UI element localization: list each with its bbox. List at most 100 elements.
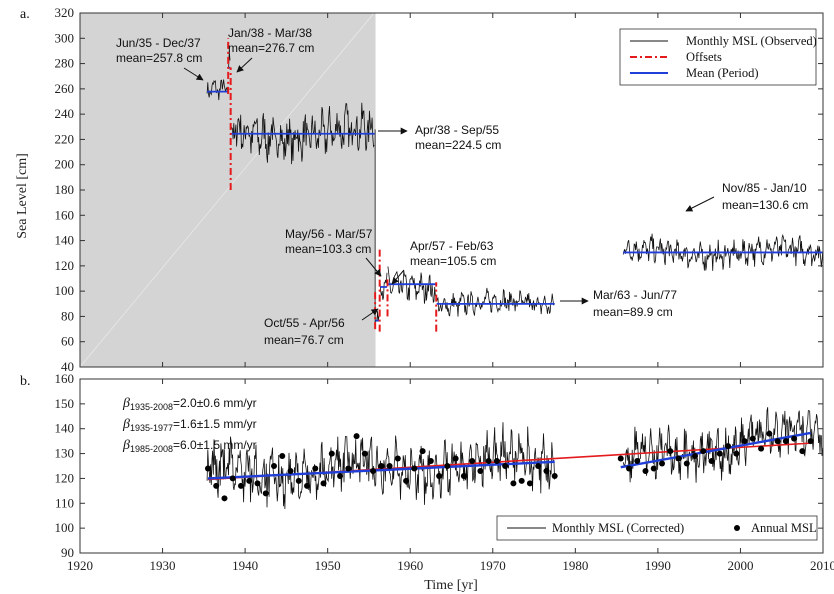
annual-msl-point bbox=[741, 438, 748, 445]
annual-msl-point bbox=[774, 438, 781, 445]
annual-msl-point bbox=[279, 453, 286, 460]
annual-msl-point bbox=[271, 463, 278, 469]
panel-a: 40 60 80 100 120 140 160 180 200 220 240 260 280 300 3… bbox=[15, 5, 824, 374]
annual-msl-point bbox=[213, 482, 220, 489]
panel-b-y-tick-label: 100 bbox=[55, 520, 75, 535]
panel-a-legend-box bbox=[619, 28, 817, 86]
panel-a-y-tick-label: 40 bbox=[61, 359, 74, 374]
annotation-2-mean: mean=276.7 cm bbox=[228, 41, 314, 55]
annual-msl-point bbox=[477, 467, 484, 474]
annotation-8-arrow bbox=[685, 196, 715, 212]
annual-msl-point bbox=[716, 450, 723, 457]
annual-msl-point bbox=[452, 455, 459, 462]
panel-b-y-tick-label: 160 bbox=[55, 371, 75, 386]
panel-a-y-tick-label: 240 bbox=[55, 106, 75, 121]
panel-a-y-tick-label: 300 bbox=[55, 30, 75, 45]
panel-b-x-tick-label: 1960 bbox=[397, 558, 423, 573]
panel-b: 90 100 110 120 130 140 150 160 1920 1930 1940 1950… bbox=[20, 371, 834, 593]
panel-b-x-tick-label: 1930 bbox=[150, 558, 176, 573]
beta-symbol-2: β bbox=[122, 417, 130, 432]
legend-label-mean: Mean (Period) bbox=[686, 66, 759, 80]
panel-b-y-ticks: 90 100 110 120 130 140 150 160 bbox=[55, 371, 823, 560]
annual-msl-point bbox=[510, 480, 517, 487]
annual-msl-point bbox=[295, 477, 302, 484]
annual-msl-point bbox=[725, 443, 732, 450]
panel-b-y-tick-label: 140 bbox=[55, 421, 75, 436]
annotation-1-range: Jun/35 - Dec/37 bbox=[116, 36, 201, 50]
annual-msl-point bbox=[782, 438, 789, 445]
annual-msl-point bbox=[659, 460, 666, 467]
annual-msl-point bbox=[535, 463, 542, 469]
annual-msl-point bbox=[526, 480, 533, 487]
annual-msl-point bbox=[799, 448, 806, 455]
panel-a-y-ticks: 40 60 80 100 120 140 160 180 200 220 240 260 280 300 3… bbox=[55, 5, 824, 374]
annual-msl-point bbox=[337, 472, 344, 479]
annual-msl-point bbox=[460, 472, 467, 479]
panel-b-x-tick-label: 1980 bbox=[562, 558, 588, 573]
legend-label-corrected: Monthly MSL (Corrected) bbox=[552, 521, 684, 535]
annual-msl-point bbox=[427, 458, 434, 465]
panel-a-y-tick-label: 180 bbox=[55, 182, 75, 197]
trend-rate-1: =2.0±0.6 mm/yr bbox=[173, 396, 257, 410]
legend-label-observed: Monthly MSL (Observed) bbox=[686, 34, 817, 48]
annotation-4-arrow bbox=[365, 257, 382, 277]
annual-msl-point bbox=[370, 467, 377, 474]
annual-msl-point bbox=[551, 472, 558, 479]
annual-msl-point bbox=[700, 448, 707, 455]
panel-a-label: a. bbox=[20, 7, 30, 22]
annual-msl-point bbox=[642, 467, 649, 474]
annual-msl-point bbox=[221, 495, 228, 502]
annotation-1-mean: mean=257.8 cm bbox=[116, 51, 202, 65]
annotation-1-arrow bbox=[183, 67, 204, 81]
annual-msl-point bbox=[692, 453, 699, 460]
annual-msl-point bbox=[766, 430, 773, 437]
annual-msl-point bbox=[403, 477, 410, 484]
trend-label-3: β1985-2008=6.0±1.5 mm/yr bbox=[122, 438, 257, 454]
annual-msl-point bbox=[237, 482, 244, 489]
annual-msl-point bbox=[246, 477, 253, 484]
annotation-7-mean: mean=89.9 cm bbox=[593, 305, 673, 319]
beta-symbol-1: β bbox=[122, 396, 130, 411]
panel-b-y-tick-label: 120 bbox=[55, 470, 75, 485]
panel-a-legend: Monthly MSL (Observed) Offsets Mean (Per… bbox=[619, 28, 817, 86]
annual-msl-point bbox=[394, 455, 401, 462]
panel-b-label: b. bbox=[20, 374, 31, 389]
annual-msl-point bbox=[262, 490, 269, 497]
annual-msl-point bbox=[328, 450, 335, 457]
panel-b-x-tick-label: 1990 bbox=[645, 558, 671, 573]
trend-sub-2: 1935-1977 bbox=[130, 423, 173, 433]
annotations: Jun/35 - Dec/37 mean=257.8 cm Jan/38 - M… bbox=[116, 26, 808, 347]
annual-msl-point bbox=[667, 448, 674, 455]
annual-msl-point bbox=[419, 448, 426, 455]
annual-msl-point bbox=[791, 435, 798, 442]
panel-a-y-tick-label: 120 bbox=[55, 258, 75, 273]
annotation-2-arrow bbox=[236, 57, 253, 73]
legend-label-annual: Annual MSL bbox=[751, 521, 817, 535]
legend-swatch-annual bbox=[734, 525, 740, 531]
panel-a-y-axis-label: Sea Level [cm] bbox=[15, 153, 30, 239]
panel-b-legend-box bbox=[496, 515, 818, 541]
panel-b-y-tick-label: 130 bbox=[55, 446, 75, 461]
annotation-7-range: Mar/63 - Jun/77 bbox=[593, 288, 677, 302]
annual-msl-point bbox=[436, 472, 443, 479]
observed-series-segment-7 bbox=[436, 287, 555, 317]
annual-msl-point bbox=[758, 445, 765, 452]
annual-msl-point bbox=[353, 433, 360, 440]
observed-series-segment-8 bbox=[622, 233, 823, 271]
panel-b-frame bbox=[79, 378, 824, 554]
annual-msl-point bbox=[502, 463, 509, 469]
panel-a-y-tick-label: 260 bbox=[55, 81, 75, 96]
panel-a-y-tick-label: 280 bbox=[55, 56, 75, 71]
annual-msl-point bbox=[675, 455, 682, 462]
panel-b-legend: Monthly MSL (Corrected) Annual MSL bbox=[496, 515, 818, 541]
annual-msl-point bbox=[749, 435, 756, 442]
annotation-2-range: Jan/38 - Mar/38 bbox=[228, 26, 312, 40]
annual-msl-point bbox=[708, 458, 715, 465]
annual-msl-point bbox=[229, 475, 236, 482]
observed-series-segment-5 bbox=[379, 272, 388, 300]
trend-sub-1: 1935-2008 bbox=[130, 402, 173, 412]
panel-b-x-tick-label: 1950 bbox=[315, 558, 341, 573]
annual-msl-point bbox=[634, 458, 641, 465]
annual-msl-point bbox=[444, 463, 451, 469]
annotation-3-mean: mean=224.5 cm bbox=[415, 138, 501, 152]
